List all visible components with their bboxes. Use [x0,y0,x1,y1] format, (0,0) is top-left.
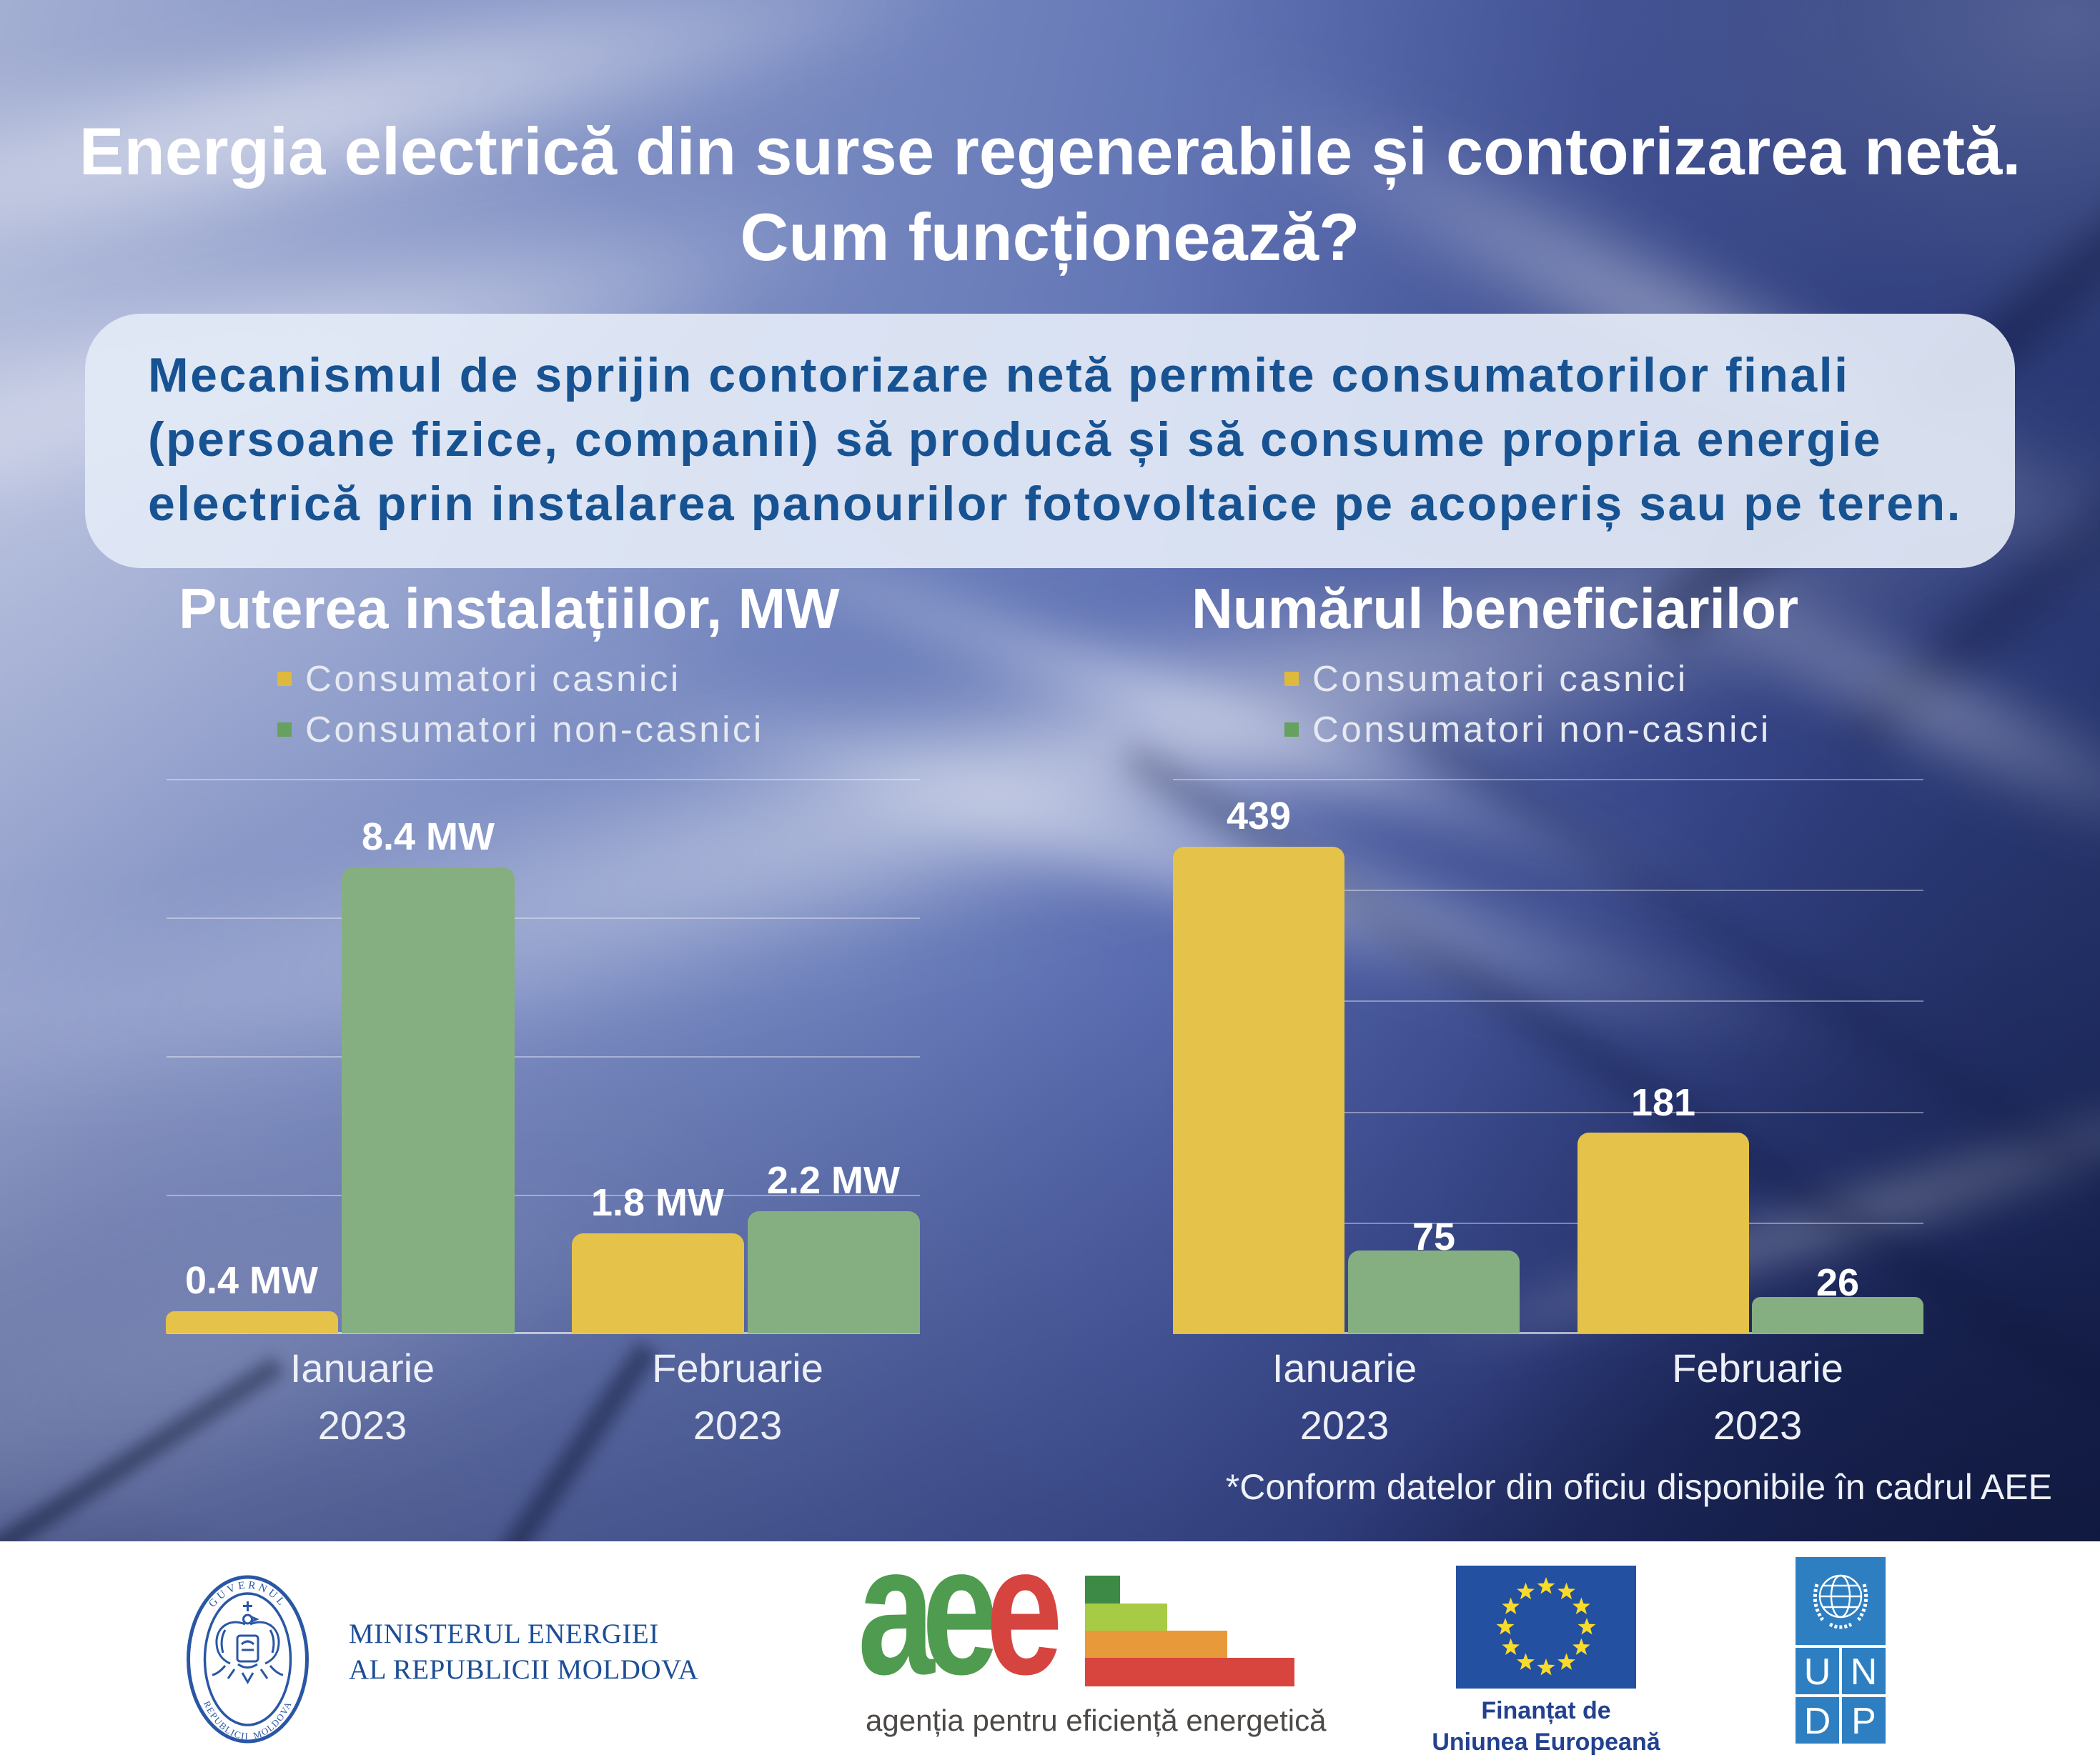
svg-text:D: D [1804,1701,1831,1742]
svg-text:REPUBLICII MOLDOVA: REPUBLICII MOLDOVA [202,1699,294,1741]
svg-text:P: P [1851,1701,1876,1742]
svg-text:U: U [1804,1651,1831,1693]
svg-text:N: N [1851,1651,1878,1693]
